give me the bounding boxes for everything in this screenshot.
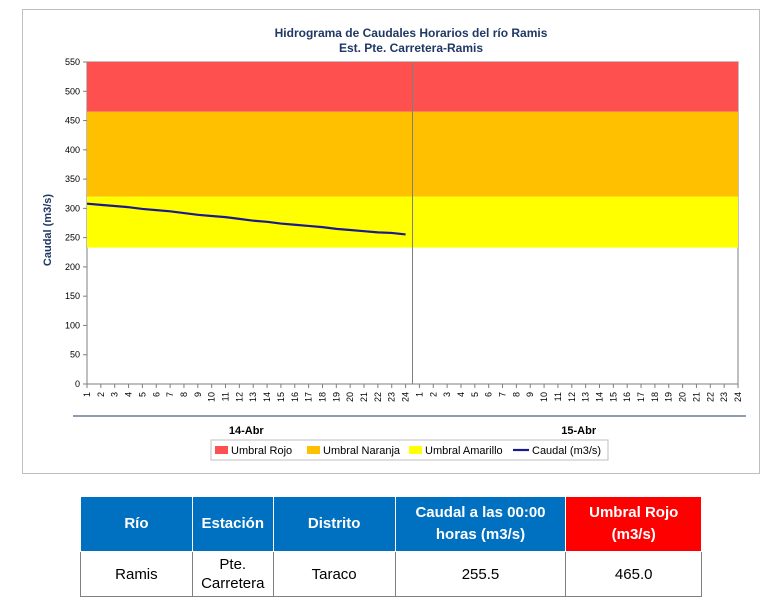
chart-subtitle: Est. Pte. Carretera-Ramis [339,41,483,55]
x-tick-label: 1 [82,392,92,397]
day-label: 14-Abr [229,425,265,437]
legend-label: Umbral Rojo [231,445,292,457]
x-tick-label: 14 [262,392,272,402]
x-tick-label: 4 [124,392,134,397]
x-tick-label: 19 [664,392,674,402]
x-axis-ticks: 1 2 3 4 5 6 7 8 9 10 11 12 13 14 15 16 17 18 19 20 21 22 23 24 1… [82,384,743,402]
y-tick-label: 450 [65,116,80,126]
x-tick-label: 1 [414,392,424,397]
day-label: 15-Abr [561,425,597,437]
y-axis-ticks: 0 50 100 150 200 250 300 350 400 450 500 550 [65,57,87,389]
y-tick-label: 250 [65,233,80,243]
y-tick-label: 300 [65,203,80,213]
x-tick-label: 9 [525,392,535,397]
x-tick-label: 23 [387,392,397,402]
cell-estacion: Pte. Carretera [191,551,274,597]
x-tick-label: 10 [539,392,549,402]
legend-swatch [215,446,228,454]
chart-title: Hidrograma de Caudales Horarios del río … [275,26,548,40]
cell-distrito: Taraco [272,551,396,597]
chart-frame: Hidrograma de Caudales Horarios del río … [22,9,760,474]
chart-legend: Umbral Rojo Umbral Naranja Umbral Amarillo… [210,439,609,461]
x-tick-label: 21 [359,392,369,402]
x-tick-label: 21 [691,392,701,402]
x-tick-label: 3 [110,392,120,397]
x-tick-label: 17 [304,392,314,402]
x-tick-label: 24 [401,392,411,402]
y-tick-label: 400 [65,145,80,155]
summary-table: Río Estación Distrito Caudal a las 00:00… [80,496,702,597]
x-tick-label: 19 [331,392,341,402]
hydrograph-chart: Hidrograma de Caudales Horarios del río … [42,26,746,461]
x-tick-label: 18 [650,392,660,402]
y-tick-label: 350 [65,174,80,184]
x-tick-label: 7 [498,392,508,397]
x-tick-label: 11 [221,392,231,401]
x-tick-label: 4 [456,392,466,397]
x-tick-label: 6 [484,392,494,397]
x-tick-label: 13 [581,392,591,402]
legend-swatch [307,446,320,454]
x-tick-label: 9 [193,392,203,397]
x-tick-label: 5 [137,392,147,397]
day-labels: 14-Abr 15-Abr [73,415,746,437]
y-tick-label: 100 [65,320,80,330]
x-tick-label: 2 [96,392,106,397]
x-tick-label: 12 [234,392,244,402]
header-distrito: Distrito [272,496,396,552]
x-tick-label: 10 [207,392,217,402]
x-tick-label: 8 [511,392,521,397]
x-tick-label: 7 [165,392,175,397]
legend-label: Umbral Amarillo [425,445,503,457]
x-tick-label: 12 [567,392,577,402]
header-umbral-rojo: Umbral Rojo (m3/s) [565,496,702,552]
x-tick-label: 22 [705,392,715,402]
x-tick-label: 11 [553,392,563,401]
cell-umbral-rojo: 465.0 [565,551,702,597]
y-tick-label: 200 [65,262,80,272]
cell-rio: Ramis [80,551,193,597]
x-tick-label: 17 [636,392,646,402]
header-estacion: Estación [191,496,274,552]
x-tick-label: 14 [594,392,604,402]
header-rio: Río [80,496,193,552]
legend-swatch [409,446,422,454]
y-axis-label: Caudal (m3/s) [42,194,54,266]
series-line-caudal [86,202,406,236]
legend-label: Umbral Naranja [323,445,401,457]
legend-label: Caudal (m3/s) [532,445,601,457]
x-tick-label: 2 [428,392,438,397]
y-tick-label: 50 [70,350,80,360]
x-tick-label: 22 [373,392,383,402]
x-tick-label: 20 [345,392,355,402]
x-tick-label: 3 [442,392,452,397]
x-tick-label: 16 [290,392,300,402]
table-header-row: Río Estación Distrito Caudal a las 00:00… [80,496,702,552]
x-tick-label: 6 [151,392,161,397]
x-tick-label: 13 [248,392,258,402]
y-tick-label: 150 [65,291,80,301]
x-tick-label: 15 [276,392,286,402]
series-layer [86,202,406,236]
table-row: Ramis Pte. Carretera Taraco 255.5 465.0 [80,551,702,597]
y-tick-label: 550 [65,57,80,67]
x-tick-label: 24 [733,392,743,402]
x-tick-label: 16 [622,392,632,402]
x-tick-label: 20 [678,392,688,402]
cell-caudal: 255.5 [394,551,567,597]
header-caudal: Caudal a las 00:00 horas (m3/s) [394,496,567,552]
x-tick-label: 5 [470,392,480,397]
x-tick-label: 8 [179,392,189,397]
x-tick-label: 15 [608,392,618,402]
y-tick-label: 500 [65,86,80,96]
x-tick-label: 18 [317,392,327,402]
y-tick-label: 0 [75,379,80,389]
x-tick-label: 23 [719,392,729,402]
